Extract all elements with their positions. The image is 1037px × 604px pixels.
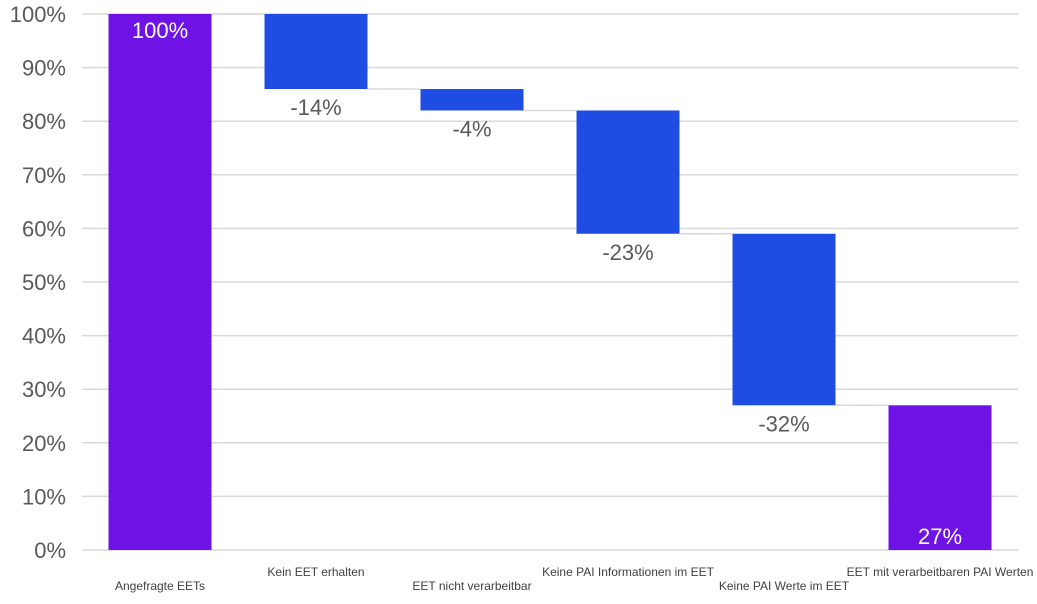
bar: [264, 14, 368, 90]
data-label: 100%: [132, 18, 188, 43]
bar: [420, 89, 524, 111]
category-label: EET mit verarbeitbaren PAI Werten: [847, 565, 1034, 579]
bar: [108, 14, 212, 550]
y-tick-label: 50%: [22, 270, 66, 295]
y-tick-label: 0%: [34, 538, 66, 563]
y-tick-label: 70%: [22, 163, 66, 188]
y-tick-label: 40%: [22, 324, 66, 349]
bars: [108, 14, 992, 550]
data-label: -23%: [602, 240, 653, 265]
data-label: -32%: [758, 411, 809, 436]
gridlines: [82, 13, 1018, 551]
y-tick-label: 100%: [10, 2, 66, 27]
y-axis-tick-labels: 0% 10% 20% 30% 40% 50% 60% 70% 80% 90% 100%: [10, 2, 66, 563]
category-label: Angefragte EETs: [115, 579, 205, 593]
data-label: 27%: [918, 524, 962, 549]
category-label: Keine PAI Informationen im EET: [542, 565, 715, 579]
category-label: Kein EET erhalten: [267, 565, 364, 579]
data-labels: 100% -14% -4% -23% -32% 27%: [132, 18, 962, 549]
category-labels: Angefragte EETs Kein EET erhalten EET nich…: [115, 565, 1033, 593]
data-label: -14%: [290, 95, 341, 120]
y-tick-label: 80%: [22, 109, 66, 134]
y-tick-label: 90%: [22, 56, 66, 81]
y-tick-label: 60%: [22, 216, 66, 241]
y-tick-label: 20%: [22, 431, 66, 456]
bar: [732, 233, 836, 406]
bar: [576, 110, 680, 234]
y-tick-label: 30%: [22, 377, 66, 402]
category-label: EET nicht verarbeitbar: [412, 579, 531, 593]
data-label: -4%: [452, 116, 491, 141]
bar: [888, 405, 992, 550]
connectors: [211, 13, 889, 407]
y-tick-label: 10%: [22, 484, 66, 509]
category-label: Keine PAI Werte im EET: [719, 579, 850, 593]
